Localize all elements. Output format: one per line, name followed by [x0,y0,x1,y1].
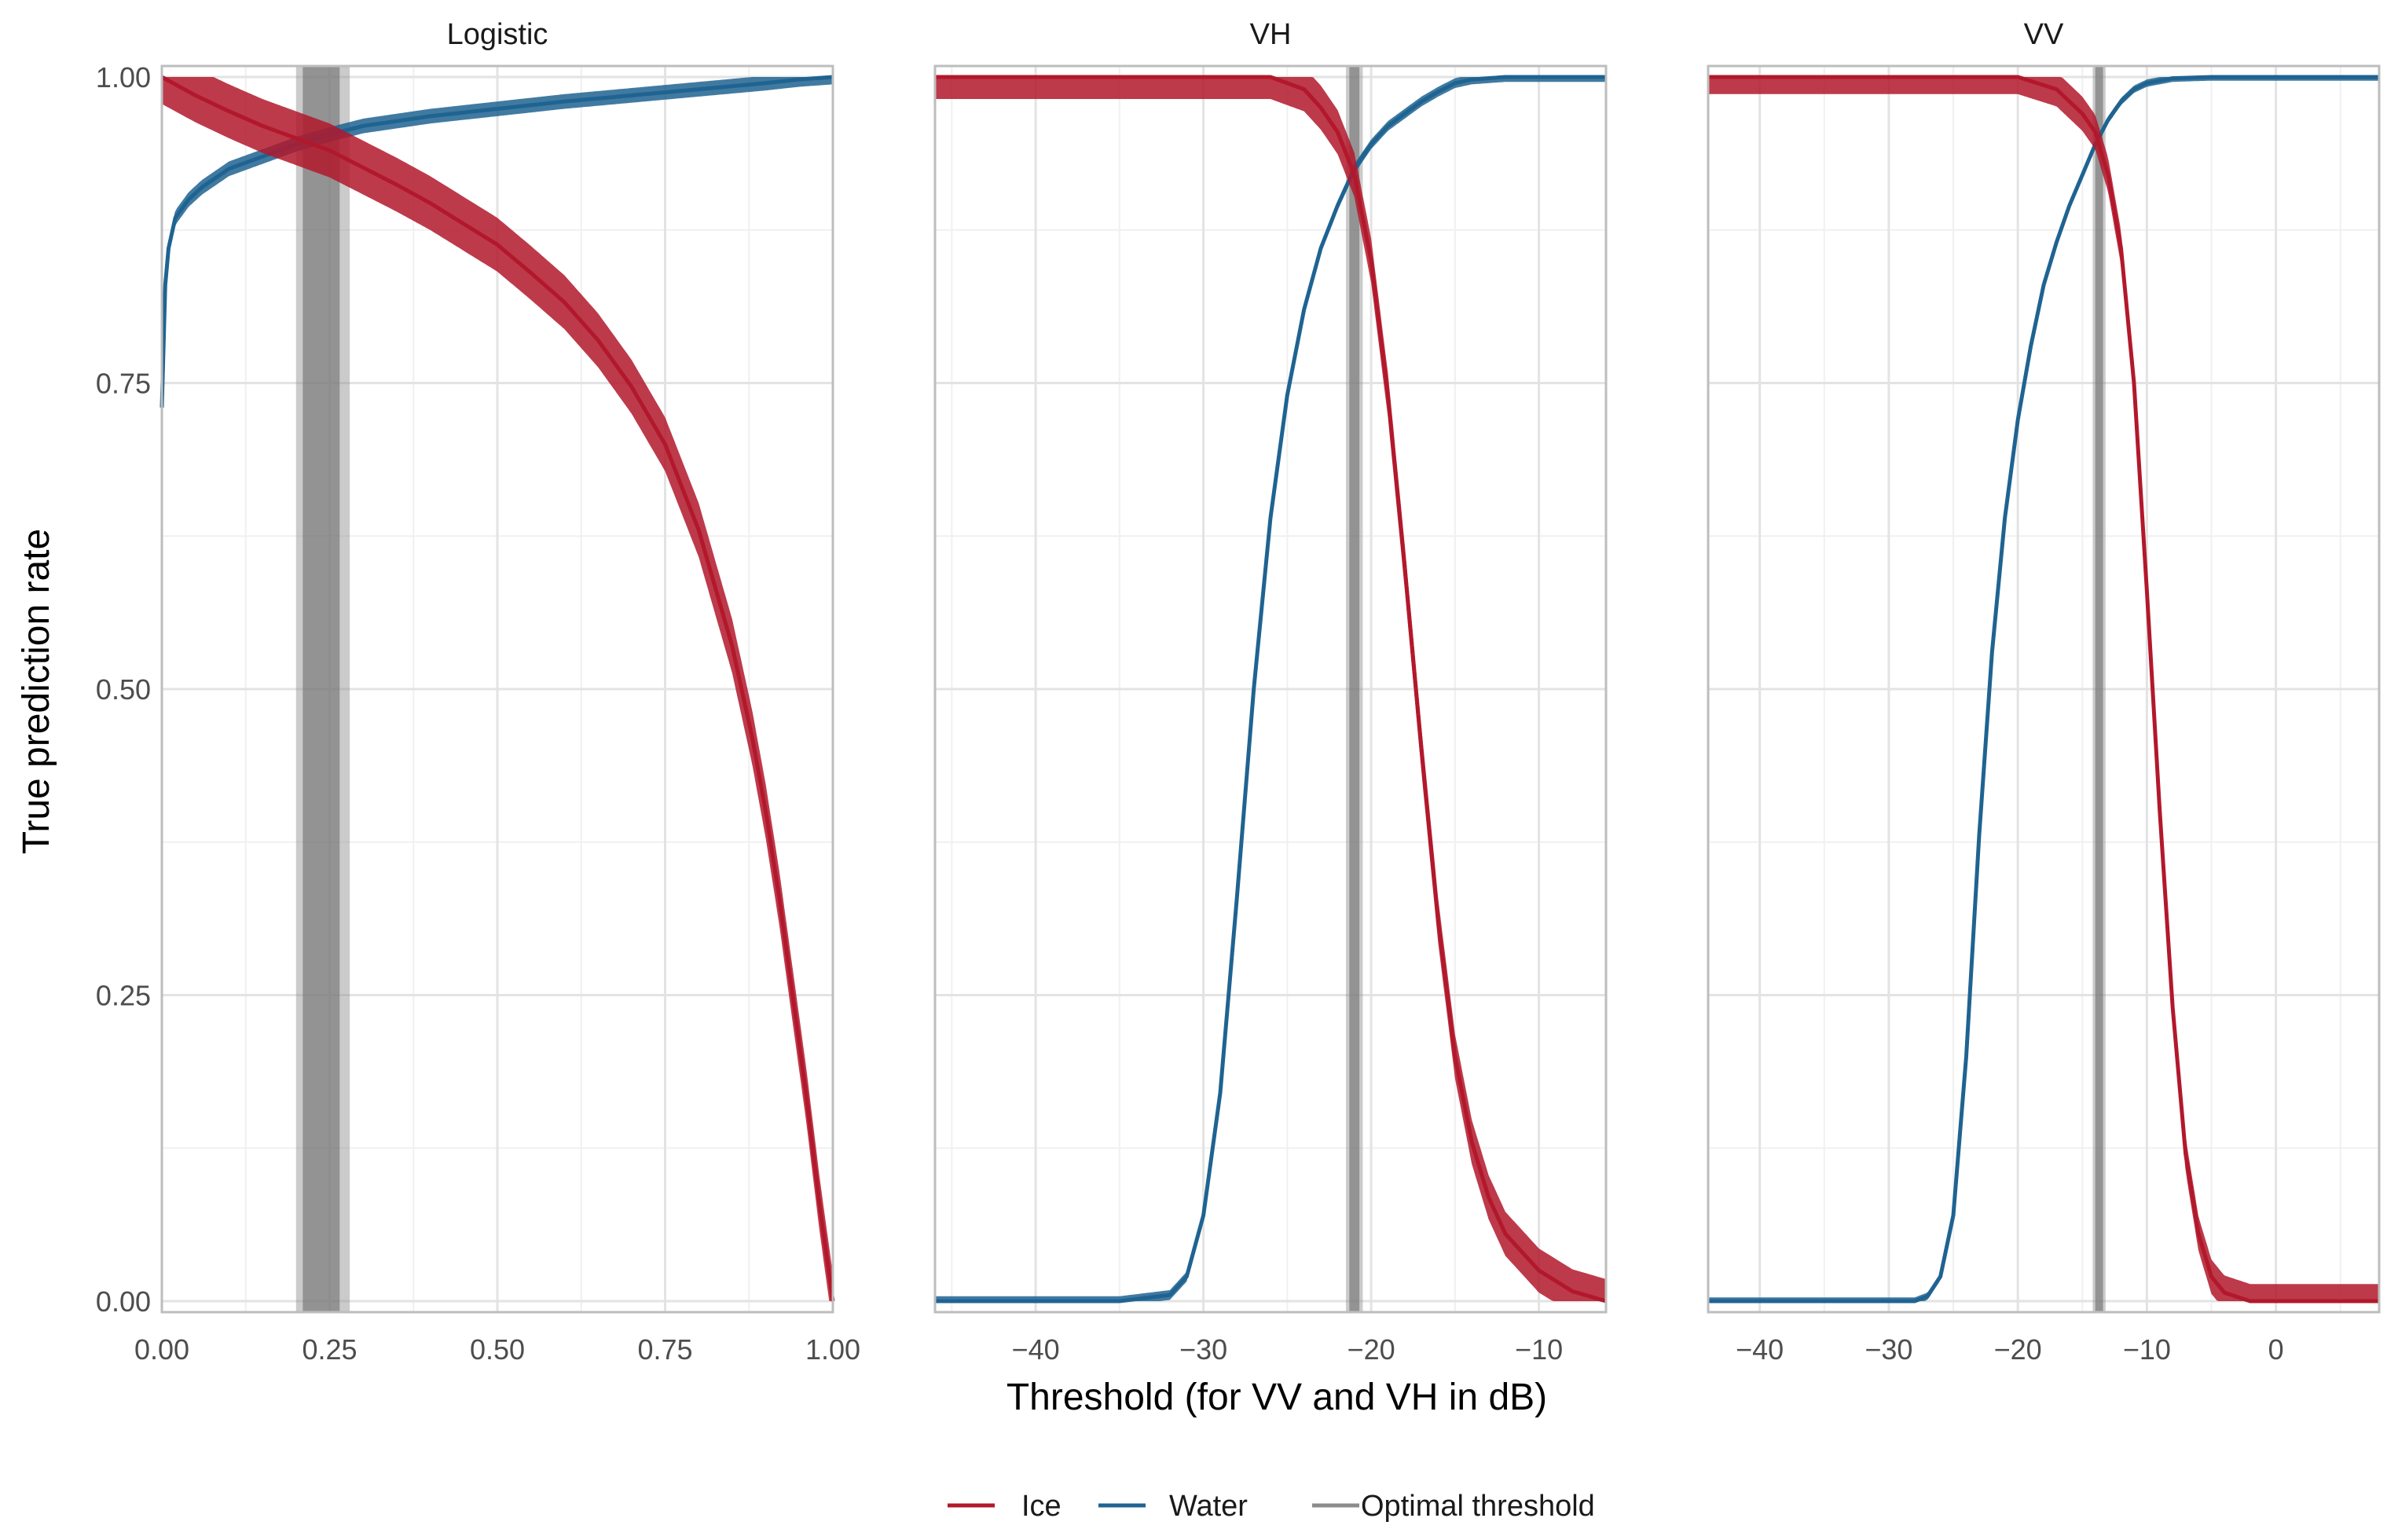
panel-logistic: Logistic 0.00 0.25 0.50 0.75 1.00 0.00 0.25 0.50… [96,18,860,1366]
x-tick-label: −10 [2123,1333,2171,1366]
series-line-water [935,75,1606,1304]
y-tick-label: 0.75 [96,368,151,400]
x-axis-title: Threshold (for VV and VH in dB) [1006,1377,1547,1418]
panel-title: VH [1250,18,1292,51]
legend-label-water: Water [1169,1490,1248,1523]
gridlines [935,66,1606,1312]
legend: Ice Water Optimal threshold [948,1490,1595,1523]
y-tick-label: 1.00 [96,61,151,94]
x-tick-label: −20 [1994,1333,2042,1366]
y-tick-label: 0.50 [96,673,151,706]
gridlines [1708,66,2379,1312]
panel-border [160,64,834,1314]
x-tick-label: 0.75 [637,1333,692,1366]
series-line-ice [935,75,1607,1304]
panel-title: Logistic [447,18,548,51]
panel-border [1707,64,2381,1314]
y-tick-label: 0.25 [96,980,151,1012]
series-line-ice [1708,75,2379,1304]
x-tick-label: 0 [2268,1333,2284,1366]
x-tick-label: −40 [1012,1333,1060,1366]
series-line-water [1708,75,2379,1304]
y-tick-label: 0.00 [96,1285,151,1318]
panel-vv: VV −40 −30 −20 −10 0 [1707,18,2381,1366]
x-tick-label: −10 [1515,1333,1563,1366]
x-tick-label: −30 [1179,1333,1227,1366]
optimal-threshold-band [1349,66,1360,1312]
panel-vh: VH −40 −30 −20 −10 [933,18,1608,1366]
x-tick-label: 1.00 [805,1333,860,1366]
x-tick-label: 0.25 [302,1333,357,1366]
optimal-threshold-band [2095,66,2103,1312]
panel-title: VV [2024,18,2064,51]
x-tick-label: −40 [1736,1333,1784,1366]
panel-border [933,64,1608,1314]
y-axis-title: True prediction rate [16,529,57,854]
legend-label-ice: Ice [1021,1490,1062,1523]
x-tick-label: −20 [1348,1333,1395,1366]
x-tick-label: −30 [1864,1333,1912,1366]
optimal-threshold-band [302,66,340,1312]
x-tick-label: 0.00 [134,1333,189,1366]
legend-label-optimal-threshold: Optimal threshold [1361,1490,1595,1523]
panels: Logistic 0.00 0.25 0.50 0.75 1.00 0.00 0.25 0.50… [96,18,2381,1366]
x-tick-label: 0.50 [470,1333,525,1366]
